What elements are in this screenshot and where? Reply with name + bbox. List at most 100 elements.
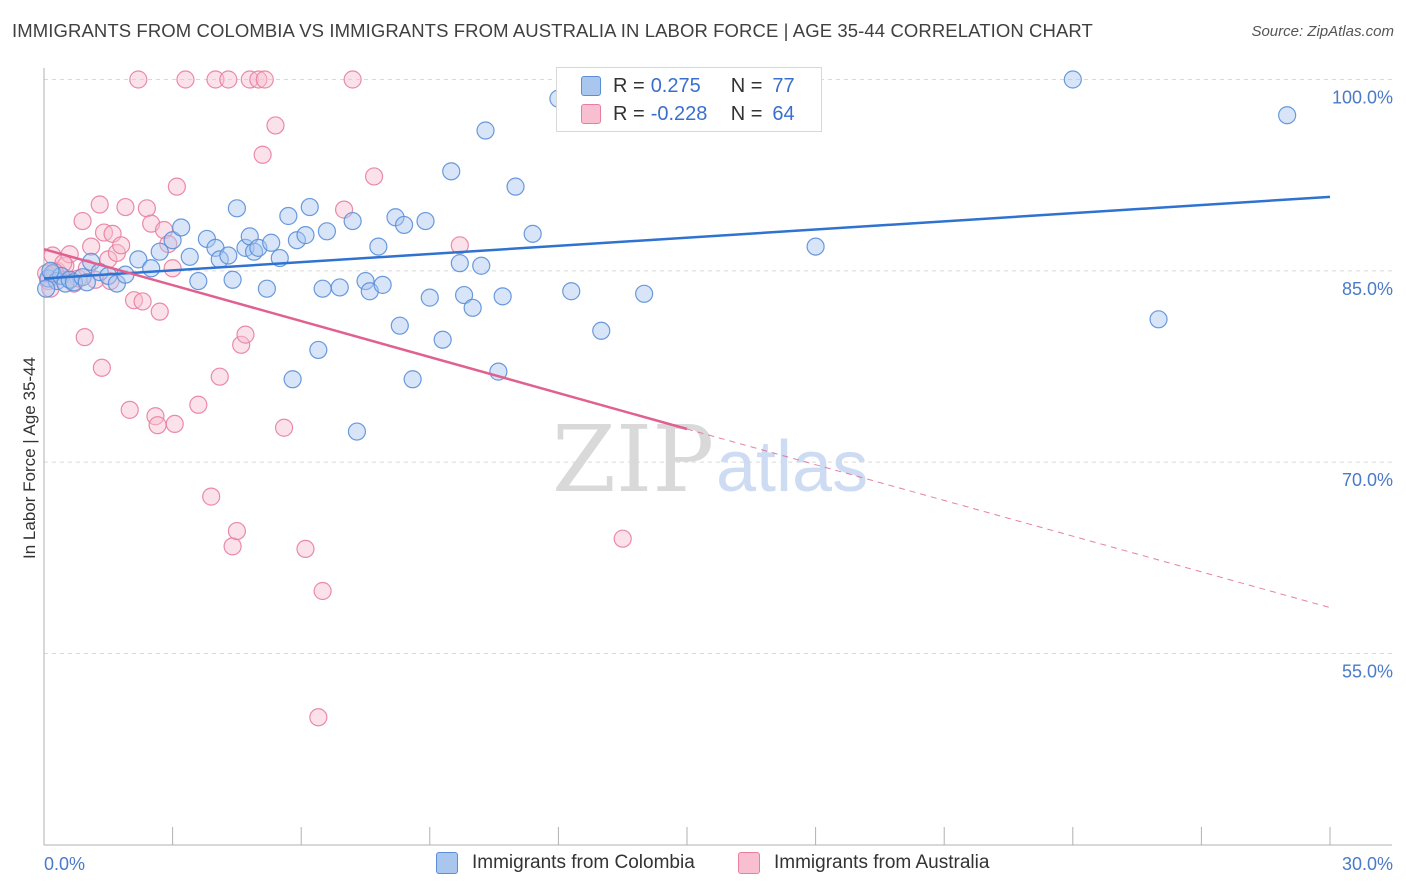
legend-n-value: 77 bbox=[772, 74, 795, 97]
data-point bbox=[506, 177, 525, 196]
legend-row-australia: R = -0.228 N = 64 bbox=[581, 101, 795, 127]
legend-r-value: -0.228 bbox=[650, 102, 708, 125]
data-point bbox=[296, 539, 315, 559]
watermark-atlas: atlas bbox=[716, 427, 868, 507]
data-point bbox=[463, 298, 482, 317]
data-point bbox=[394, 215, 414, 235]
x-tick-label: 0.0% bbox=[44, 854, 85, 874]
data-point bbox=[236, 325, 255, 344]
data-point bbox=[223, 537, 242, 556]
legend-row-colombia: R = 0.275 N = 77 bbox=[581, 73, 795, 99]
legend-r-label: R = bbox=[613, 102, 645, 125]
trend-lines bbox=[43, 195, 1331, 609]
data-point bbox=[1149, 310, 1168, 329]
data-point bbox=[176, 70, 195, 89]
tick-labels: 100.0% 85.0% 70.0% 55.0% 0.0% 30.0% bbox=[44, 88, 1393, 875]
data-point bbox=[476, 121, 495, 140]
series-colombia-points bbox=[37, 70, 1297, 441]
data-point bbox=[148, 416, 167, 435]
data-point bbox=[300, 197, 319, 217]
data-point bbox=[189, 271, 208, 291]
y-tick-label: 100.0% bbox=[1332, 88, 1393, 108]
data-point bbox=[172, 218, 191, 237]
data-point bbox=[227, 521, 246, 541]
legend-swatch-colombia bbox=[436, 852, 458, 874]
data-point bbox=[454, 285, 474, 305]
data-point bbox=[82, 237, 101, 256]
data-point bbox=[592, 321, 611, 340]
chart-title: IMMIGRANTS FROM COLOMBIA VS IMMIGRANTS F… bbox=[12, 20, 1093, 41]
data-point bbox=[274, 418, 294, 437]
data-point bbox=[189, 395, 208, 414]
data-point bbox=[279, 206, 298, 226]
data-point bbox=[450, 254, 469, 273]
data-point bbox=[163, 231, 182, 250]
data-point bbox=[210, 367, 229, 386]
data-point bbox=[266, 116, 285, 135]
data-point bbox=[313, 581, 332, 601]
data-point bbox=[562, 282, 581, 301]
data-point bbox=[309, 708, 328, 727]
data-point bbox=[129, 250, 148, 269]
data-point bbox=[236, 238, 255, 257]
data-point bbox=[163, 259, 182, 278]
data-point bbox=[369, 237, 388, 256]
data-point bbox=[150, 302, 169, 321]
legend-item-australia: Immigrants from Australia bbox=[738, 852, 989, 874]
data-point bbox=[613, 529, 632, 548]
data-point bbox=[180, 247, 199, 266]
data-point bbox=[433, 330, 452, 349]
data-point bbox=[416, 211, 435, 231]
data-point bbox=[202, 487, 221, 506]
data-point bbox=[364, 167, 384, 186]
data-point bbox=[137, 199, 156, 218]
trend-line-australia-extension bbox=[686, 428, 1331, 609]
data-point bbox=[373, 275, 392, 294]
watermark: ZIP atlas bbox=[552, 406, 868, 513]
data-point bbox=[330, 278, 349, 297]
data-point bbox=[1063, 70, 1082, 89]
data-point bbox=[283, 370, 302, 389]
data-point bbox=[262, 233, 281, 252]
data-point bbox=[165, 414, 184, 433]
data-point bbox=[249, 70, 268, 89]
data-point bbox=[296, 226, 315, 245]
data-point bbox=[635, 284, 654, 303]
legend-swatch-australia bbox=[581, 104, 601, 124]
trend-line-australia bbox=[43, 247, 688, 431]
data-point bbox=[257, 279, 277, 298]
data-point bbox=[92, 358, 111, 377]
data-point bbox=[450, 236, 469, 255]
data-point bbox=[347, 422, 367, 441]
grid-lines bbox=[44, 79, 1392, 654]
data-point bbox=[129, 70, 148, 89]
data-point bbox=[219, 246, 238, 265]
data-point bbox=[116, 197, 135, 217]
y-tick-label: 85.0% bbox=[1342, 279, 1393, 299]
data-point bbox=[75, 328, 94, 347]
x-tick-label: 30.0% bbox=[1342, 854, 1393, 874]
data-point bbox=[343, 211, 362, 231]
data-point bbox=[317, 222, 337, 241]
data-point bbox=[223, 270, 242, 289]
data-point bbox=[232, 335, 251, 354]
trend-line-colombia bbox=[43, 195, 1331, 280]
legend-label-australia: Immigrants from Australia bbox=[774, 852, 990, 873]
data-point bbox=[287, 231, 307, 250]
legend-swatch-australia bbox=[738, 852, 760, 874]
legend-item-colombia: Immigrants from Colombia bbox=[436, 852, 695, 874]
y-tick-label: 55.0% bbox=[1342, 662, 1393, 682]
data-point bbox=[227, 199, 246, 218]
series-australia-points bbox=[37, 70, 632, 727]
data-point bbox=[206, 70, 225, 89]
data-point bbox=[420, 288, 439, 307]
axes bbox=[43, 68, 1392, 846]
data-point bbox=[390, 316, 409, 335]
data-point bbox=[133, 292, 152, 311]
data-point bbox=[112, 236, 131, 255]
y-axis-label: In Labor Force | Age 35-44 bbox=[20, 357, 39, 559]
data-point bbox=[167, 177, 186, 196]
data-point bbox=[442, 162, 461, 181]
data-point bbox=[309, 340, 328, 360]
